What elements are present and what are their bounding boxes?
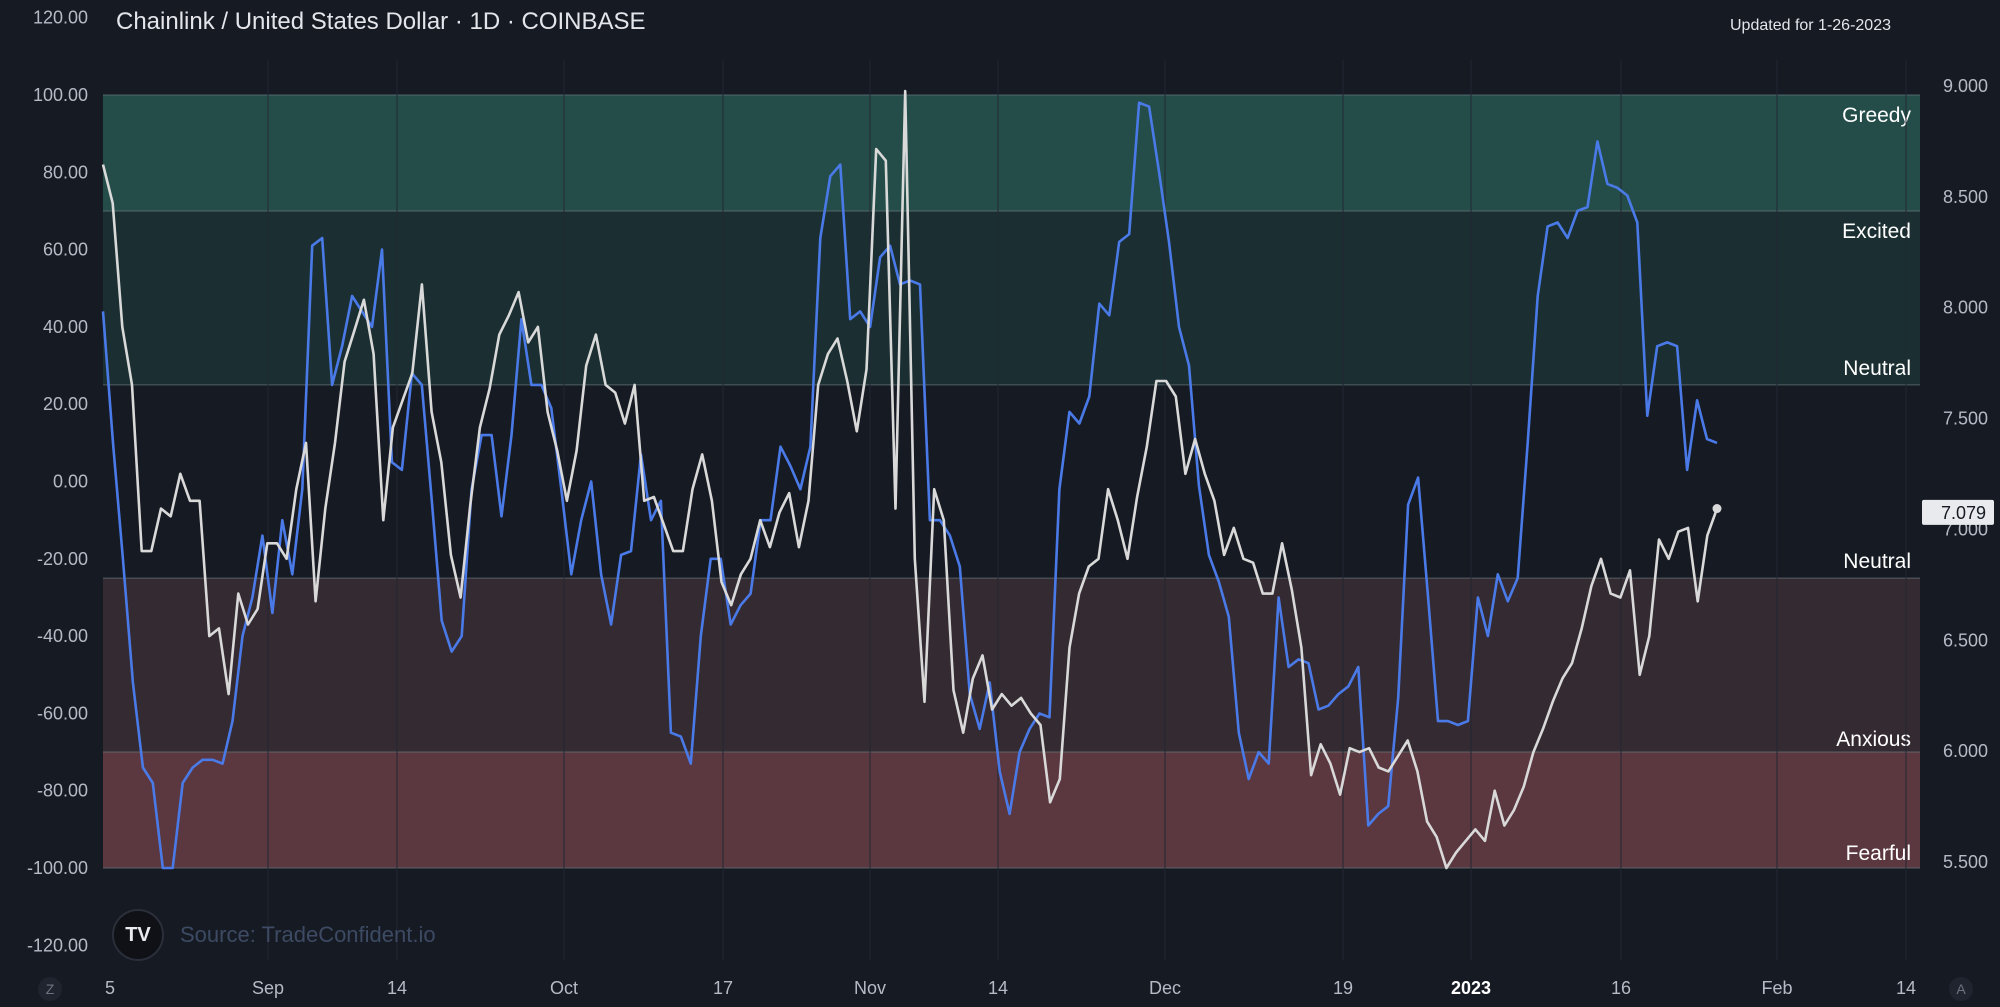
- y-left-tick-label: -120.00: [27, 935, 88, 955]
- x-tick-label: 14: [387, 978, 407, 998]
- y-left-tick-label: -100.00: [27, 858, 88, 878]
- zone-greedy: [103, 95, 1920, 211]
- chart-series: [101, 89, 1722, 870]
- zone-label-fearful: Fearful: [1846, 842, 1911, 865]
- x-tick-label: 16: [1611, 978, 1631, 998]
- y-left-tick-label: 20.00: [43, 394, 88, 414]
- series-line-white: [101, 89, 1719, 870]
- source-attribution: TV Source: TradeConfident.io: [112, 909, 436, 961]
- y-right-tick-label: 7.500: [1943, 409, 1988, 429]
- chart-axes: 5 Sep 14 Oct 17 Nov 14 Dec 19 2023 16 Feb 14 120.00 10…: [27, 8, 1994, 998]
- chart-title: Chainlink / United States Dollar · 1D · …: [116, 8, 646, 35]
- y-left-tick-label: 80.00: [43, 162, 88, 182]
- y-left-tick-label: 0.00: [53, 472, 88, 492]
- x-tick-label: 17: [713, 978, 733, 998]
- y-left-tick-label: 40.00: [43, 317, 88, 337]
- y-left-tick-label: 100.00: [33, 85, 88, 105]
- tradingview-logo-icon[interactable]: TV: [112, 909, 164, 961]
- y-right-tick-label: 6.500: [1943, 630, 1988, 650]
- sentiment-zones: Greedy Excited Neutral Neutral Anxious Fearfu…: [103, 94, 1920, 869]
- x-tick-label: Nov: [854, 978, 886, 998]
- zone-excited: [103, 210, 1920, 385]
- y-right-tick-label: 8.000: [1943, 298, 1988, 318]
- y-right-tick-label: 5.500: [1943, 852, 1988, 872]
- zone-label-neutral: Neutral: [1843, 550, 1911, 573]
- x-tick-label: Dec: [1149, 978, 1181, 998]
- last-price-label: 7.079: [1941, 503, 1986, 523]
- x-tick-label: 19: [1333, 978, 1353, 998]
- y-left-tick-label: -40.00: [37, 626, 88, 646]
- zone-label-neutral: Neutral: [1843, 357, 1911, 380]
- x-tick-label: Oct: [550, 978, 578, 998]
- zone-neutral: [103, 481, 1920, 579]
- auto-scale-button[interactable]: A: [1949, 977, 1973, 1001]
- y-left-tick-label: -60.00: [37, 703, 88, 723]
- x-tick-label: 5: [105, 978, 115, 998]
- y-left-tick-label: 120.00: [33, 8, 88, 28]
- zone-label-excited: Excited: [1842, 220, 1911, 243]
- y-left-tick-label: -20.00: [37, 549, 88, 569]
- source-label: Source: TradeConfident.io: [180, 922, 436, 947]
- x-tick-label: 14: [988, 978, 1008, 998]
- y-right-tick-label: 9.000: [1943, 76, 1988, 96]
- y-right-tick-label: 8.500: [1943, 187, 1988, 207]
- last-point-marker: [1712, 504, 1722, 514]
- last-price-badge: [1922, 499, 1994, 525]
- y-right-tick-label: 6.000: [1943, 741, 1988, 761]
- y-left-tick-label: -80.00: [37, 781, 88, 801]
- scale-toggle-left-button[interactable]: Z: [38, 977, 62, 1001]
- zone-label-anxious: Anxious: [1836, 728, 1911, 751]
- zone-anxious: [103, 578, 1920, 753]
- y-left-tick-label: 60.00: [43, 240, 88, 260]
- x-tick-label: 14: [1896, 978, 1916, 998]
- x-tick-label: Sep: [252, 978, 284, 998]
- x-tick-label: Feb: [1761, 978, 1792, 998]
- x-tick-label: 2023: [1451, 978, 1491, 998]
- updated-label: Updated for 1-26-2023: [1730, 17, 1891, 34]
- zone-label-greedy: Greedy: [1842, 104, 1911, 127]
